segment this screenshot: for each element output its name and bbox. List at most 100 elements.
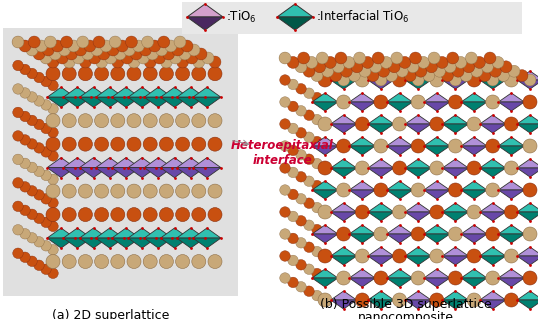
Circle shape	[430, 249, 444, 263]
Circle shape	[295, 61, 307, 73]
Polygon shape	[424, 146, 450, 155]
Circle shape	[159, 184, 173, 198]
Polygon shape	[331, 159, 357, 168]
Circle shape	[337, 183, 351, 197]
Circle shape	[141, 36, 153, 48]
Polygon shape	[331, 124, 357, 133]
Circle shape	[27, 45, 37, 55]
Circle shape	[41, 194, 51, 204]
Polygon shape	[368, 247, 394, 256]
Polygon shape	[368, 212, 394, 221]
Circle shape	[20, 88, 30, 98]
Circle shape	[159, 137, 173, 151]
Polygon shape	[424, 269, 450, 278]
Circle shape	[449, 139, 463, 153]
Circle shape	[304, 88, 314, 99]
Polygon shape	[144, 158, 172, 167]
Circle shape	[479, 70, 491, 82]
Circle shape	[409, 52, 421, 64]
Polygon shape	[63, 97, 91, 107]
Circle shape	[159, 67, 173, 81]
Polygon shape	[480, 203, 506, 212]
Circle shape	[175, 255, 189, 269]
Circle shape	[320, 185, 330, 195]
Polygon shape	[312, 146, 338, 155]
Circle shape	[169, 52, 181, 64]
Circle shape	[296, 194, 306, 204]
Circle shape	[500, 61, 512, 73]
Polygon shape	[386, 137, 413, 146]
Circle shape	[324, 56, 336, 68]
Circle shape	[143, 67, 157, 81]
Circle shape	[374, 271, 388, 285]
Polygon shape	[442, 203, 469, 212]
Circle shape	[467, 205, 481, 219]
Circle shape	[486, 95, 500, 109]
Polygon shape	[386, 190, 413, 199]
Polygon shape	[312, 278, 338, 287]
Circle shape	[449, 95, 463, 109]
Circle shape	[43, 44, 54, 56]
Circle shape	[393, 73, 407, 87]
Circle shape	[486, 227, 500, 241]
Circle shape	[374, 183, 388, 197]
Polygon shape	[187, 4, 223, 17]
Polygon shape	[96, 97, 124, 107]
Circle shape	[46, 67, 60, 81]
Circle shape	[473, 56, 485, 68]
Polygon shape	[144, 238, 172, 248]
Polygon shape	[349, 102, 376, 111]
Circle shape	[111, 184, 125, 198]
Circle shape	[208, 67, 222, 81]
Circle shape	[192, 114, 206, 128]
Circle shape	[95, 67, 109, 81]
Circle shape	[208, 114, 222, 128]
Polygon shape	[386, 146, 413, 155]
Polygon shape	[517, 291, 538, 300]
Polygon shape	[461, 102, 487, 111]
Circle shape	[34, 237, 44, 247]
Circle shape	[374, 227, 388, 241]
Circle shape	[523, 183, 537, 197]
Circle shape	[46, 114, 60, 128]
Polygon shape	[47, 97, 75, 107]
Circle shape	[355, 73, 369, 87]
Circle shape	[320, 207, 330, 217]
Polygon shape	[368, 300, 394, 309]
Circle shape	[13, 107, 23, 118]
Polygon shape	[312, 269, 338, 278]
Circle shape	[296, 128, 306, 138]
Polygon shape	[480, 291, 506, 300]
Polygon shape	[461, 181, 487, 190]
Circle shape	[80, 56, 91, 68]
Circle shape	[411, 271, 425, 285]
Circle shape	[467, 117, 481, 131]
Circle shape	[465, 52, 477, 64]
Circle shape	[208, 184, 222, 198]
Polygon shape	[480, 124, 506, 133]
Circle shape	[13, 154, 23, 165]
Polygon shape	[331, 300, 357, 309]
Polygon shape	[349, 225, 376, 234]
Circle shape	[484, 52, 496, 64]
Polygon shape	[160, 97, 188, 107]
Circle shape	[312, 158, 322, 169]
Circle shape	[442, 70, 454, 82]
Circle shape	[280, 119, 290, 129]
Text: nanocomposite: nanocomposite	[358, 311, 454, 319]
Circle shape	[175, 208, 189, 222]
Polygon shape	[349, 146, 376, 155]
Polygon shape	[176, 167, 204, 178]
Polygon shape	[405, 212, 431, 221]
Circle shape	[504, 117, 519, 131]
Circle shape	[209, 56, 221, 68]
Polygon shape	[331, 212, 357, 221]
Circle shape	[504, 73, 519, 87]
Circle shape	[176, 56, 188, 68]
Polygon shape	[144, 228, 172, 238]
Circle shape	[79, 255, 93, 269]
Circle shape	[48, 245, 58, 255]
Polygon shape	[442, 115, 469, 124]
Polygon shape	[176, 87, 204, 97]
Circle shape	[486, 139, 500, 153]
